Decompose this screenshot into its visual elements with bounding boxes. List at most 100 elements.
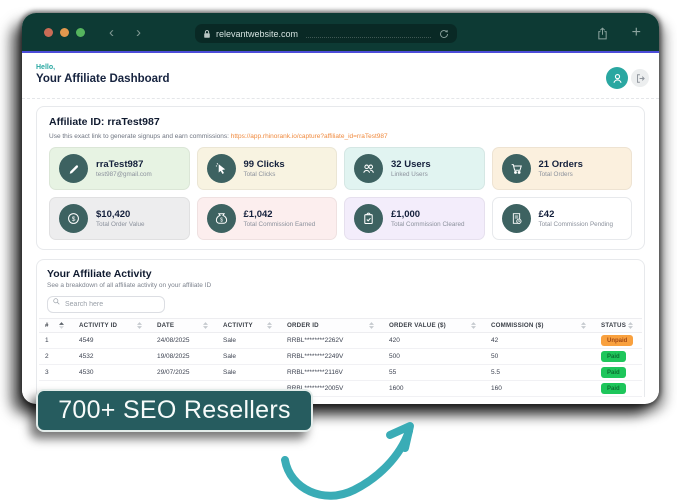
cart-icon bbox=[501, 154, 531, 183]
cell-commission: 160 bbox=[491, 385, 502, 392]
pencil-icon bbox=[59, 154, 88, 183]
cell-date: 19/08/2025 bbox=[157, 353, 190, 360]
table-row: 3 4530 29/07/2025 Sale RRBL********2116V… bbox=[39, 365, 642, 381]
table-row: 1 4549 24/08/2025 Sale RRBL********2262V… bbox=[39, 333, 642, 349]
affiliate-link[interactable]: https://app.rhinorank.io/capture?affilia… bbox=[230, 133, 388, 140]
cell-date: 29/07/2025 bbox=[157, 369, 190, 376]
stat-card-commission-earned: $ £1,042 Total Commission Earned bbox=[196, 197, 337, 240]
cell-commission: 42 bbox=[491, 337, 499, 344]
stat-label: Total Clicks bbox=[243, 170, 276, 178]
col-header-order-id[interactable]: ORDER ID bbox=[281, 322, 383, 329]
stat-label: Linked Users bbox=[391, 170, 428, 178]
cell-commission: 5.5 bbox=[491, 369, 501, 376]
cell-activity: Sale bbox=[223, 369, 237, 376]
table-header-row: # ACTIVITY ID DATE ACTIVITY ORDER ID ORD… bbox=[39, 318, 642, 333]
logout-button[interactable] bbox=[631, 69, 649, 87]
stat-label: Total Orders bbox=[538, 170, 573, 178]
minimize-window-button[interactable] bbox=[60, 27, 69, 37]
curved-arrow-icon bbox=[272, 415, 422, 504]
new-tab-icon[interactable]: + bbox=[631, 24, 641, 41]
url-divider bbox=[306, 37, 431, 38]
cell-activity-id: 4549 bbox=[79, 337, 94, 344]
stat-label: Total Commission Earned bbox=[243, 220, 316, 228]
back-icon[interactable]: ‹ bbox=[109, 23, 114, 41]
col-header-date[interactable]: DATE bbox=[151, 322, 217, 329]
stat-value: £1,042 bbox=[243, 208, 273, 220]
header-divider bbox=[22, 98, 659, 99]
affiliate-id-title: Affiliate ID: rraTest987 bbox=[49, 116, 160, 128]
share-icon[interactable] bbox=[597, 26, 608, 40]
svg-text:$: $ bbox=[72, 216, 76, 223]
cell-order-value: 420 bbox=[389, 337, 400, 344]
search-input[interactable] bbox=[47, 296, 165, 313]
stat-value: £1,000 bbox=[391, 208, 421, 220]
stat-value: £42 bbox=[538, 208, 555, 220]
users-icon bbox=[354, 154, 383, 183]
activity-table: # ACTIVITY ID DATE ACTIVITY ORDER ID ORD… bbox=[39, 318, 642, 397]
close-window-button[interactable] bbox=[44, 27, 53, 37]
stat-label: Total Commission Cleared bbox=[391, 220, 465, 228]
col-header-num[interactable]: # bbox=[39, 322, 73, 329]
browser-chrome: ‹ › relevantwebsite.com + bbox=[22, 13, 659, 53]
col-header-commission[interactable]: COMMISSION ($) bbox=[485, 322, 595, 329]
click-icon bbox=[206, 154, 236, 183]
person-icon bbox=[612, 73, 622, 83]
cell-num: 3 bbox=[45, 369, 49, 376]
table-row: RRBL********2005V 1600 160 Paid bbox=[39, 381, 642, 397]
affiliate-activity-panel: Your Affiliate Activity See a breakdown … bbox=[36, 259, 645, 397]
affiliate-id-panel: Affiliate ID: rraTest987 Use this exact … bbox=[36, 106, 645, 250]
greeting-text: Hello, bbox=[36, 64, 56, 71]
url-text: relevantwebsite.com bbox=[216, 28, 299, 39]
moneybag-icon: $ bbox=[206, 204, 236, 233]
cell-activity: Sale bbox=[223, 353, 237, 360]
dollar-icon: $ bbox=[59, 204, 88, 233]
stat-value: 21 Orders bbox=[538, 158, 583, 170]
col-header-order-value[interactable]: ORDER VALUE ($) bbox=[383, 322, 485, 329]
browser-window: ‹ › relevantwebsite.com + Hello, Your Af… bbox=[22, 13, 659, 404]
cell-order-id: RRBL********2262V bbox=[287, 337, 344, 344]
affiliate-link-label: Use this exact link to generate signups … bbox=[49, 133, 229, 140]
stat-value: 32 Users bbox=[391, 158, 431, 170]
cell-num: 1 bbox=[45, 337, 49, 344]
cell-num: 2 bbox=[45, 353, 49, 360]
stat-label: test987@gmail.com bbox=[96, 170, 152, 178]
cell-order-value: 55 bbox=[389, 369, 397, 376]
seo-resellers-badge: 700+ SEO Resellers bbox=[36, 389, 313, 432]
user-avatar[interactable] bbox=[606, 67, 628, 89]
dashboard-page: Hello, Your Affiliate Dashboard Affiliat… bbox=[22, 53, 659, 402]
lock-icon bbox=[204, 29, 210, 38]
cell-commission: 50 bbox=[491, 353, 499, 360]
seo-resellers-text: 700+ SEO Resellers bbox=[58, 396, 291, 424]
svg-text:$: $ bbox=[220, 217, 223, 223]
stat-value: $10,420 bbox=[96, 208, 131, 220]
activity-subtitle: See a breakdown of all affiliate activit… bbox=[47, 282, 212, 289]
logout-icon bbox=[636, 73, 645, 83]
stat-value: 99 Clicks bbox=[243, 158, 285, 170]
stat-card-users: 32 Users Linked Users bbox=[344, 147, 485, 190]
url-bar[interactable]: relevantwebsite.com bbox=[195, 24, 457, 43]
page-title: Your Affiliate Dashboard bbox=[36, 73, 170, 85]
stat-label: Total Order Value bbox=[96, 220, 145, 228]
cell-order-id: RRBL********2249V bbox=[287, 353, 344, 360]
stat-card-order-value: $ $10,420 Total Order Value bbox=[49, 197, 190, 240]
cell-order-value: 1600 bbox=[389, 385, 404, 392]
stat-card-orders: 21 Orders Total Orders bbox=[491, 147, 632, 190]
zoom-window-button[interactable] bbox=[76, 27, 85, 37]
status-badge: Paid bbox=[601, 367, 626, 378]
reload-icon[interactable] bbox=[439, 29, 449, 39]
table-row: 2 4532 19/08/2025 Sale RRBL********2249V… bbox=[39, 349, 642, 365]
stat-value: rraTest987 bbox=[96, 158, 144, 170]
col-header-status[interactable]: STATUS bbox=[595, 322, 642, 329]
col-header-activity-id[interactable]: ACTIVITY ID bbox=[73, 322, 151, 329]
col-header-activity[interactable]: ACTIVITY bbox=[217, 322, 281, 329]
stat-card-commission-cleared: £1,000 Total Commission Cleared bbox=[344, 197, 485, 240]
cell-activity: Sale bbox=[223, 337, 237, 344]
stat-card-affiliate: rraTest987 test987@gmail.com bbox=[49, 147, 190, 190]
forward-icon[interactable]: › bbox=[136, 23, 141, 41]
cell-activity-id: 4532 bbox=[79, 353, 94, 360]
status-badge: Unpaid bbox=[601, 335, 634, 346]
status-badge: Paid bbox=[601, 351, 626, 362]
stat-label: Total Commission Pending bbox=[538, 220, 614, 228]
invoice-icon bbox=[501, 204, 531, 233]
cell-order-value: 500 bbox=[389, 353, 400, 360]
